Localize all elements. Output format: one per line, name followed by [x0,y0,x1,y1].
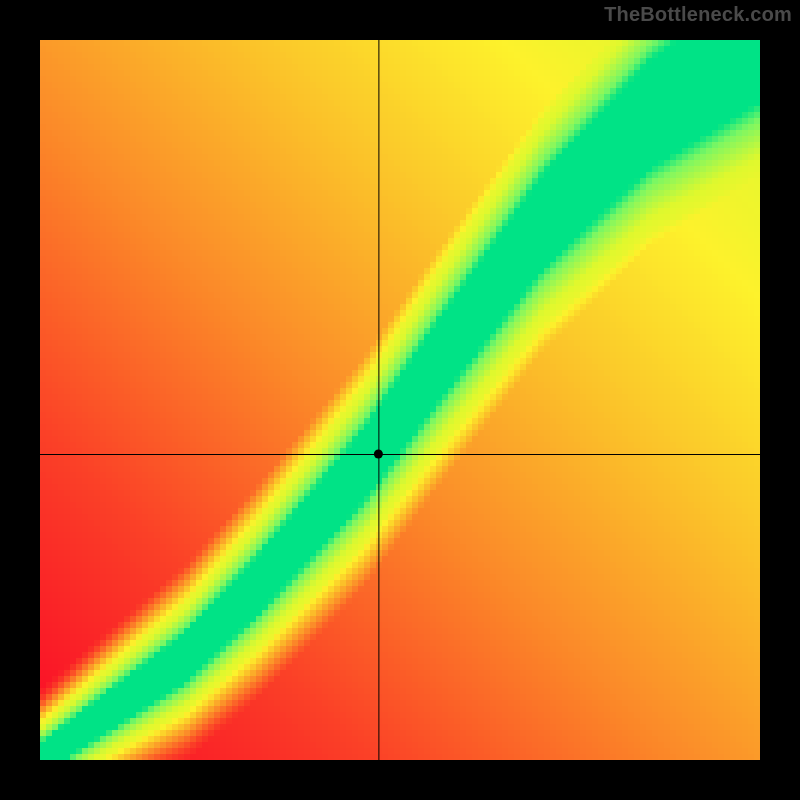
watermark-text: TheBottleneck.com [604,4,792,27]
crosshair-overlay [0,0,800,800]
